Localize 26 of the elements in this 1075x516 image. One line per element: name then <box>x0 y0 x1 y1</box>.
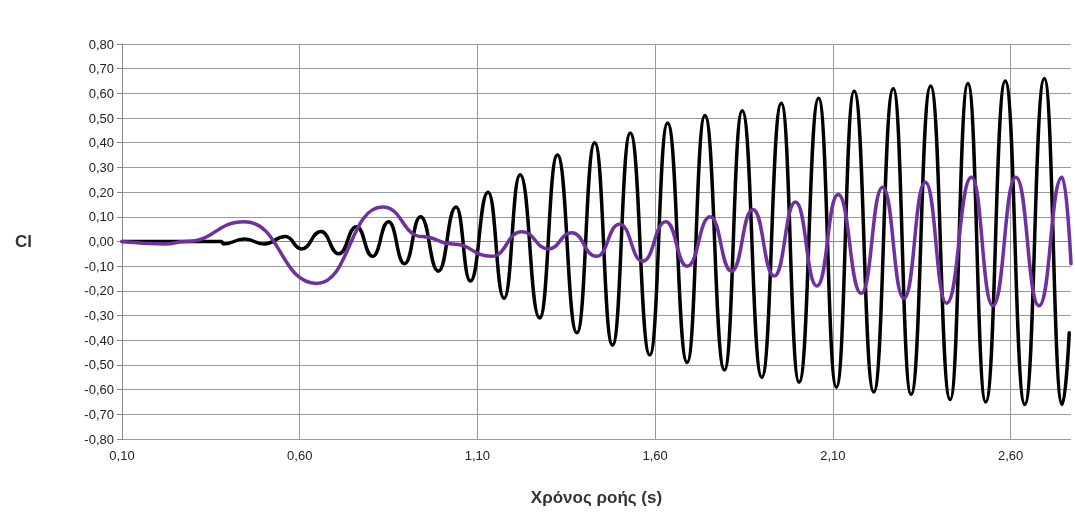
y-tick-label: -0,50 <box>84 357 114 373</box>
x-tick-label: 1,10 <box>464 448 491 463</box>
y-tick-label: -0,70 <box>84 406 114 422</box>
y-axis-title: Cl <box>15 232 32 251</box>
y-tick-label: 0,20 <box>88 184 114 200</box>
y-tick-label: -0,60 <box>84 382 114 398</box>
line-series <box>120 175 1073 308</box>
y-tick-label: -0,30 <box>84 308 114 324</box>
y-tick-label: -0,80 <box>84 431 114 447</box>
x-tick-label: 1,60 <box>642 448 668 463</box>
x-tick-label: 0,10 <box>109 448 135 463</box>
x-tick-label: 2,60 <box>997 448 1024 463</box>
y-tick-label: 0,50 <box>88 110 114 126</box>
y-tick-label: 0,40 <box>88 135 114 151</box>
y-tick-label: -0,20 <box>84 283 114 299</box>
y-tick-label: 0,10 <box>88 209 114 225</box>
y-tick-label: -0,40 <box>84 332 114 348</box>
x-tick-label: 2,10 <box>820 448 846 463</box>
y-tick-label: 0,70 <box>88 61 114 77</box>
x-tick-label: 0,60 <box>287 448 313 463</box>
y-tick-label: 0,60 <box>88 85 114 101</box>
y-tick-label: 0,80 <box>88 36 114 52</box>
y-tick-label: 0,00 <box>88 234 114 249</box>
x-axis-title: Χρόνος ροής (s) <box>530 488 663 507</box>
y-tick-label: 0,30 <box>88 159 114 175</box>
y-tick-label: -0,10 <box>84 258 114 274</box>
